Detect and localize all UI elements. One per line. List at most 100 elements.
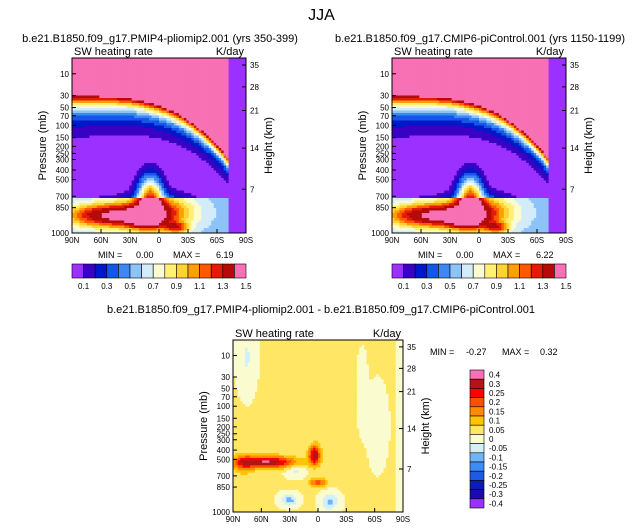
contour-cell <box>241 223 244 226</box>
contour-cell <box>196 175 200 179</box>
contour-cell <box>129 195 133 199</box>
contour-cell <box>211 130 215 134</box>
colorbar-box <box>152 263 166 279</box>
contour-cell <box>191 220 195 224</box>
contour-cell <box>159 188 162 191</box>
contour-cell <box>111 75 115 79</box>
contour-cell <box>154 228 157 231</box>
contour-cell <box>99 208 103 211</box>
contour-cell <box>119 230 123 234</box>
contour-cell <box>101 158 105 161</box>
contour-cell <box>223 215 227 219</box>
contour-cell <box>154 103 157 106</box>
contour-cell <box>109 133 113 136</box>
contour-cell <box>168 145 172 149</box>
contour-cell <box>201 63 205 66</box>
contour-cell <box>81 63 85 66</box>
contour-cell <box>191 120 195 124</box>
contour-cell <box>76 123 80 126</box>
contour-cell <box>72 230 75 234</box>
contour-cell <box>129 150 133 154</box>
contour-cell <box>243 200 247 204</box>
contour-cell <box>101 110 105 114</box>
contour-cell <box>114 208 118 211</box>
contour-cell <box>72 185 75 189</box>
contour-cell <box>149 188 152 191</box>
contour-cell <box>188 110 192 114</box>
contour-cell <box>156 185 160 189</box>
contour-cell <box>72 93 75 96</box>
contour-cell <box>231 215 234 219</box>
contour-cell <box>136 100 140 104</box>
contour-cell <box>218 75 222 79</box>
contour-cell <box>241 140 244 144</box>
contour-cell <box>188 113 192 116</box>
contour-cell <box>171 160 175 164</box>
contour-cell <box>188 150 192 154</box>
contour-cell <box>206 200 210 204</box>
contour-cell <box>106 100 110 104</box>
contour-cell <box>79 158 83 161</box>
contour-cell <box>156 138 160 141</box>
contour-cell <box>131 178 135 181</box>
contour-cell <box>151 153 155 156</box>
contour-cell <box>76 120 80 124</box>
contour-cell <box>136 140 140 144</box>
contour-cell <box>183 218 187 221</box>
contour-cell <box>96 193 100 196</box>
contour-cell <box>208 128 212 131</box>
contour-cell <box>96 78 100 81</box>
contour-cell <box>139 148 142 151</box>
contour-cell <box>124 95 128 99</box>
contour-cell <box>114 220 118 224</box>
contour-cell <box>76 215 80 219</box>
contour-cell <box>178 135 182 139</box>
contour-cell <box>166 123 170 126</box>
contour-cell <box>223 140 227 144</box>
contour-cell <box>121 150 125 154</box>
contour-cell <box>136 220 140 224</box>
contour-cell <box>156 158 160 161</box>
ytick-label: 150 <box>56 134 70 143</box>
contour-cell <box>161 185 165 189</box>
contour-cell <box>183 115 187 119</box>
contour-cell <box>203 73 207 76</box>
contour-cell <box>144 85 147 89</box>
contour-cell <box>72 218 75 221</box>
contour-cell <box>129 120 133 124</box>
contour-cell <box>129 58 133 61</box>
contour-cell <box>89 160 93 164</box>
contour-cell <box>84 188 88 191</box>
contour-cell <box>129 135 133 139</box>
contour-cell <box>201 85 205 89</box>
contour-cell <box>149 203 152 206</box>
contour-cell <box>154 165 157 169</box>
contour-cell <box>106 98 110 101</box>
ytick-label: 50 <box>60 104 69 113</box>
contour-cell <box>163 153 167 156</box>
contour-cell <box>109 88 113 91</box>
contour-cell <box>241 165 244 169</box>
contour-cell <box>99 78 103 81</box>
contour-cell <box>188 220 192 224</box>
contour-cell <box>116 73 120 76</box>
contour-cell <box>91 70 95 74</box>
contour-cell <box>144 70 147 74</box>
contour-cell <box>233 155 237 159</box>
contour-cell <box>171 90 175 94</box>
contour-cell <box>168 115 172 119</box>
contour-cell <box>139 225 142 229</box>
contour-cell <box>76 163 80 166</box>
contour-cell <box>221 228 225 231</box>
contour-cell <box>86 190 90 194</box>
contour-cell <box>168 93 172 96</box>
contour-cell <box>161 148 165 151</box>
contour-cell <box>121 93 125 96</box>
contour-cell <box>114 168 118 171</box>
contour-cell <box>74 188 78 191</box>
contour-cell <box>231 105 234 109</box>
contour-cell <box>96 200 100 204</box>
contour-cell <box>213 228 217 231</box>
contour-cell <box>76 208 80 211</box>
contour-cell <box>119 85 123 89</box>
